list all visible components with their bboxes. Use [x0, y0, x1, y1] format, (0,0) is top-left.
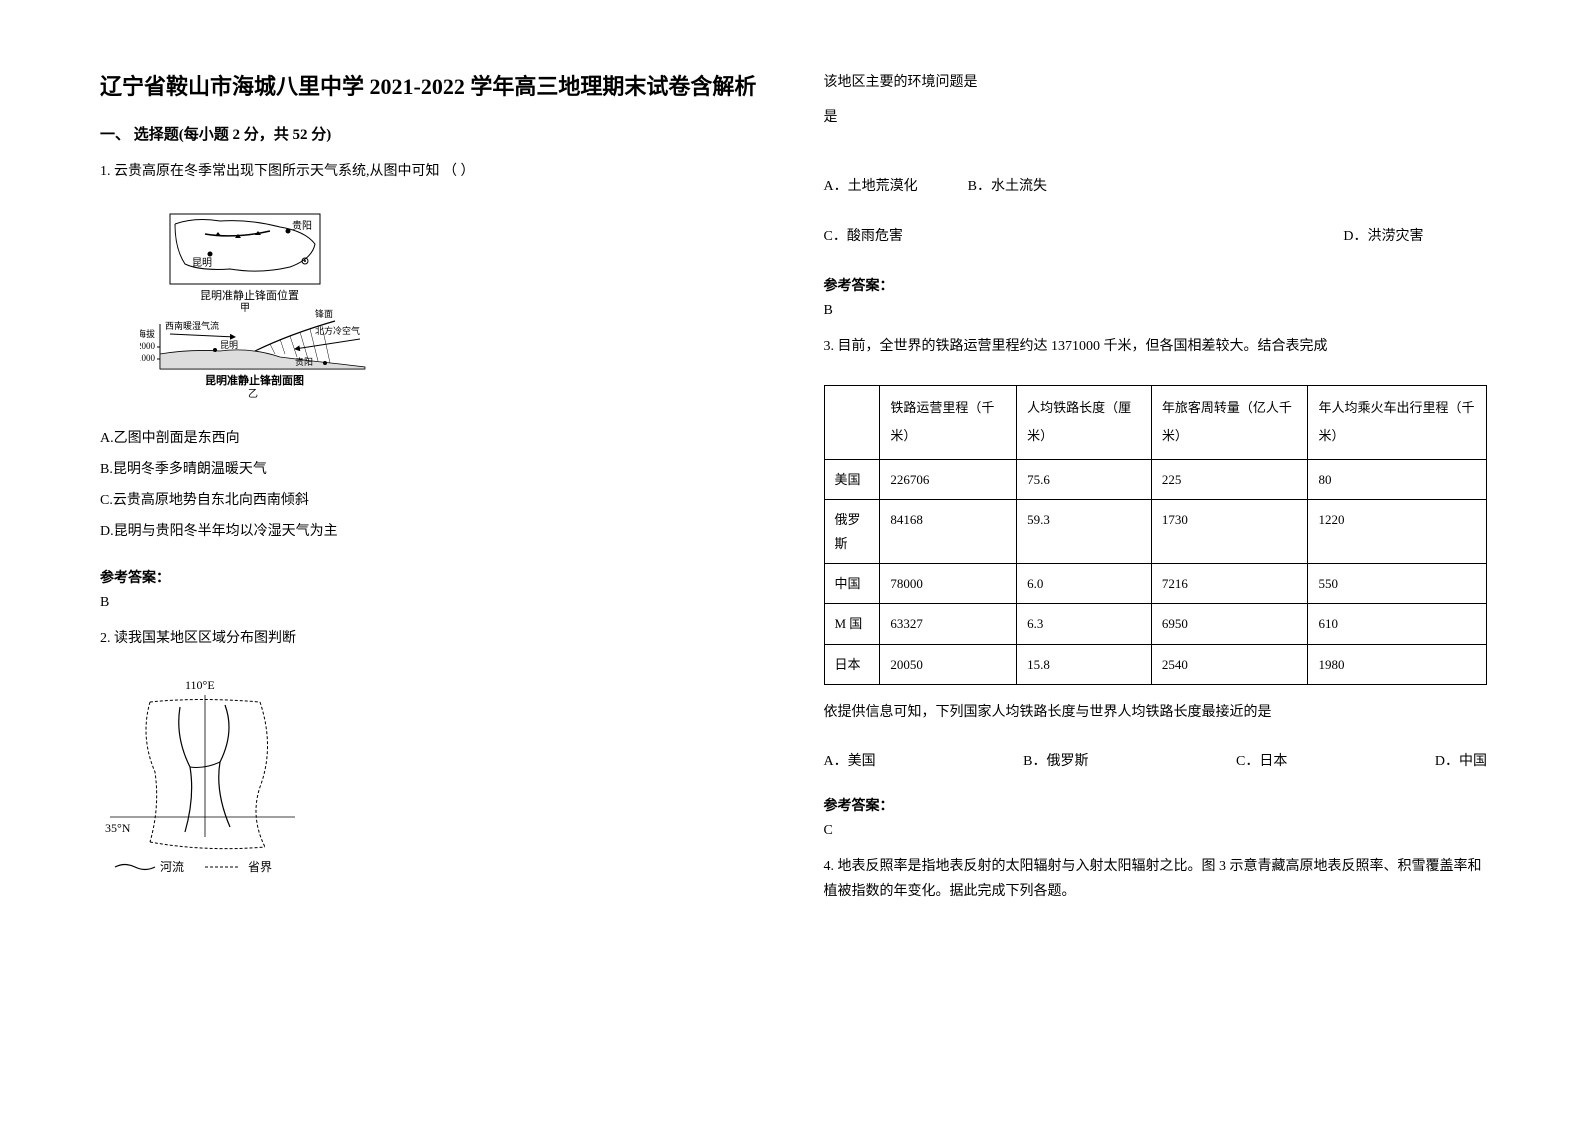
- question-3-text: 3. 目前，全世界的铁路运营里程约达 1371000 千米，但各国相差较大。结合…: [824, 334, 1488, 359]
- q1-option-c: C.云贵高原地势自东北向西南倾斜: [100, 486, 764, 517]
- q1-option-b: B.昆明冬季多晴朗温暖天气: [100, 455, 764, 486]
- table-header-3: 年旅客周转量（亿人千米）: [1151, 385, 1308, 459]
- table-row: 中国 78000 6.0 7216 550: [824, 563, 1487, 603]
- legend-border: 省界: [248, 860, 272, 874]
- table-header-0: [824, 385, 880, 459]
- figure-axis-label: 海拔: [140, 328, 155, 339]
- figure-caption-1: 昆明准静止锋面位置: [200, 288, 299, 302]
- q2-answer-label: 参考答案：: [824, 275, 1488, 295]
- table-row: 美国 226706 75.6 225 80: [824, 459, 1487, 499]
- q3-answer-label: 参考答案：: [824, 795, 1488, 815]
- question-2-figure: 110°E 35°N 河流 省界: [100, 677, 764, 877]
- table-row: 俄罗斯 84168 59.3 1730 1220: [824, 500, 1487, 564]
- q3-answer: C: [824, 823, 1488, 839]
- q2-answer: B: [824, 303, 1488, 319]
- figure-label-sw: 西南暖湿气流: [165, 320, 219, 331]
- q1-option-a: A.乙图中剖面是东西向: [100, 424, 764, 455]
- q1-answer-label: 参考答案：: [100, 567, 764, 587]
- document-title: 辽宁省鞍山市海城八里中学 2021-2022 学年高三地理期末试卷含解析: [100, 70, 764, 103]
- q3-subtext: 依提供信息可知，下列国家人均铁路长度与世界人均铁路长度最接近的是: [824, 700, 1488, 725]
- q2-options-row1: A．土地荒漠化 B．水土流失: [824, 175, 1488, 195]
- figure-caption-1-sub: 甲: [240, 303, 250, 314]
- figure-axis-1000: 1000: [140, 353, 156, 363]
- q2-option-a: A．土地荒漠化: [824, 175, 918, 195]
- figure-label-guiyang: 贵阳: [292, 219, 312, 232]
- left-column: 辽宁省鞍山市海城八里中学 2021-2022 学年高三地理期末试卷含解析 一、 …: [100, 70, 764, 1052]
- question-4-text: 4. 地表反照率是指地表反射的太阳辐射与入射太阳辐射之比。图 3 示意青藏高原地…: [824, 854, 1488, 904]
- question-1-text: 1. 云贵高原在冬季常出现下图所示天气系统,从图中可知 （ ）: [100, 159, 764, 184]
- figure-lat: 35°N: [105, 821, 131, 835]
- question-2-text: 2. 读我国某地区区域分布图判断: [100, 626, 764, 651]
- legend-river: 河流: [160, 860, 184, 874]
- figure-label-kunming: 昆明: [192, 257, 212, 269]
- table-row: M 国 63327 6.3 6950 610: [824, 604, 1487, 644]
- figure-label-gy2: 贵阳: [295, 356, 313, 367]
- q2-option-d: D．洪涝灾害: [1343, 225, 1423, 245]
- q3-option-b: B．俄罗斯: [1023, 750, 1088, 770]
- table-row: 日本 20050 15.8 2540 1980: [824, 644, 1487, 684]
- question-1-figure: 昆明 贵阳 昆明准静止锋面位置 甲 海拔 2000 1000: [140, 209, 764, 399]
- figure-label-front: 锋面: [315, 308, 333, 319]
- q2-intro-tail: 是: [824, 105, 1488, 130]
- table-header-4: 年人均乘火车出行里程（千米）: [1308, 385, 1487, 459]
- table-header-2: 人均铁路长度（厘米）: [1017, 385, 1152, 459]
- section-header: 一、 选择题(每小题 2 分，共 52 分): [100, 123, 764, 144]
- table-header-row: 铁路运营里程（千米） 人均铁路长度（厘米） 年旅客周转量（亿人千米） 年人均乘火…: [824, 385, 1487, 459]
- q3-options: A．美国 B．俄罗斯 C．日本 D．中国: [824, 750, 1488, 770]
- q2-intro: 该地区主要的环境问题是: [824, 70, 1488, 95]
- right-column: 该地区主要的环境问题是 是 A．土地荒漠化 B．水土流失 C．酸雨危害 D．洪涝…: [824, 70, 1488, 1052]
- figure-axis-2000: 2000: [140, 341, 156, 351]
- figure-caption-2: 昆明准静止锋剖面图: [205, 373, 304, 387]
- figure-label-km2: 昆明: [220, 340, 238, 350]
- figure-caption-2-sub: 乙: [248, 388, 258, 399]
- q2-option-b: B．水土流失: [968, 175, 1047, 195]
- q1-answer: B: [100, 595, 764, 611]
- figure-lon: 110°E: [185, 678, 215, 692]
- q2-options-row2: C．酸雨危害 D．洪涝灾害: [824, 225, 1424, 245]
- q3-option-c: C．日本: [1236, 750, 1287, 770]
- q3-table: 铁路运营里程（千米） 人均铁路长度（厘米） 年旅客周转量（亿人千米） 年人均乘火…: [824, 385, 1488, 686]
- figure-label-cold: 北方冷空气: [315, 325, 360, 336]
- q3-option-d: D．中国: [1435, 750, 1487, 770]
- q1-option-d: D.昆明与贵阳冬半年均以冷湿天气为主: [100, 517, 764, 548]
- q3-option-a: A．美国: [824, 750, 876, 770]
- question-1-options: A.乙图中剖面是东西向 B.昆明冬季多晴朗温暖天气 C.云贵高原地势自东北向西南…: [100, 424, 764, 547]
- q2-option-c: C．酸雨危害: [824, 225, 903, 245]
- table-header-1: 铁路运营里程（千米）: [880, 385, 1017, 459]
